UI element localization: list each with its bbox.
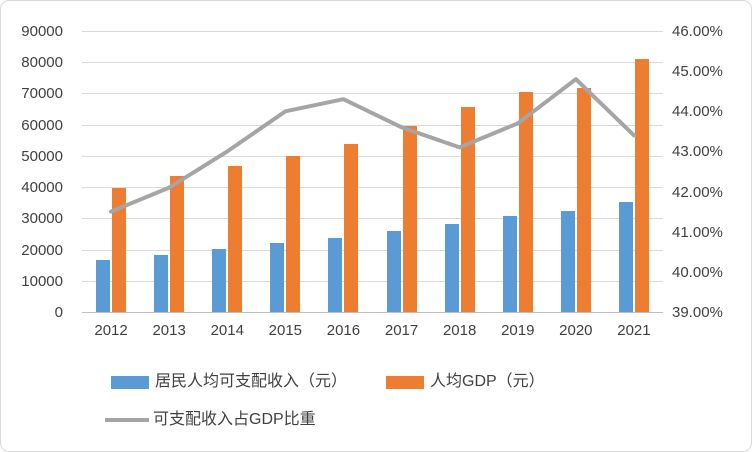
ratio-line [109, 77, 636, 214]
x-tick-label: 2012 [94, 322, 128, 339]
gridline [82, 124, 663, 126]
gridline [82, 249, 663, 251]
gridline [82, 62, 663, 64]
gridline [82, 280, 663, 282]
x-tick-label: 2021 [617, 322, 651, 339]
right-tick-label: 41.00% [672, 223, 723, 241]
bar-gdp [634, 59, 649, 312]
bar-income [444, 223, 459, 312]
gridline [82, 31, 663, 32]
bar-gdp [460, 107, 475, 312]
legend-item-gdp: 人均GDP（元） [386, 372, 545, 392]
right-tick-label: 42.00% [672, 183, 723, 201]
x-axis-line [82, 312, 663, 313]
x-tick-label: 2017 [384, 322, 419, 339]
ratio-legend-swatch [105, 418, 149, 422]
right-tick-label: 45.00% [672, 63, 723, 81]
bar-income [328, 237, 343, 312]
bar-income [386, 230, 401, 312]
x-tick-label: 2013 [152, 322, 186, 339]
x-tick-label: 2018 [442, 322, 477, 339]
bar-income [270, 243, 285, 312]
x-tick-label: 2019 [501, 322, 535, 339]
bar-gdp [286, 156, 301, 312]
x-tick-label: 2016 [326, 322, 361, 339]
ratio-legend-label: 可支配收入占GDP比重 [153, 411, 316, 428]
right-tick-label: 43.00% [672, 143, 723, 161]
left-tick-label: 80000 [21, 54, 63, 72]
left-tick-label: 30000 [21, 210, 63, 228]
left-tick-label: 50000 [21, 147, 63, 165]
bar-income [502, 216, 517, 312]
bar-gdp [228, 165, 243, 312]
bar-gdp [576, 87, 591, 312]
bar-income [154, 254, 169, 312]
gridline [82, 93, 663, 95]
right-tick-label: 39.00% [672, 304, 723, 321]
legend-item-income: 居民人均可支配收入（元） [111, 372, 347, 392]
gridline [82, 187, 663, 189]
bar-income [560, 211, 575, 312]
right-tick-label: 44.00% [672, 103, 723, 121]
left-tick-label: 90000 [21, 23, 63, 40]
left-tick-label: 10000 [21, 272, 63, 290]
income-legend-swatch [111, 375, 149, 389]
gdp-legend-label: 人均GDP（元） [430, 373, 545, 390]
bar-income [212, 249, 227, 312]
legend-item-ratio: 可支配收入占GDP比重 [105, 410, 316, 430]
gridline [82, 218, 663, 220]
bar-gdp [112, 187, 127, 312]
x-tick-label: 2020 [559, 322, 593, 339]
gridline [82, 155, 663, 157]
right-tick-label: 40.00% [672, 263, 723, 281]
bar-gdp [518, 92, 533, 312]
x-tick-label: 2014 [210, 322, 244, 339]
bar-gdp [344, 144, 359, 312]
left-tick-label: 40000 [21, 179, 63, 197]
bar-income [96, 260, 111, 312]
left-tick-label: 60000 [21, 116, 63, 134]
income-legend-label: 居民人均可支配收入（元） [155, 373, 348, 390]
left-tick-label: 20000 [21, 241, 63, 259]
left-tick-label: 0 [54, 304, 63, 321]
bar-gdp [170, 176, 185, 312]
bar-income [618, 202, 633, 312]
left-tick-label: 70000 [21, 85, 63, 103]
gdp-legend-swatch [386, 375, 424, 389]
right-tick-label: 46.00% [672, 23, 723, 40]
bar-gdp [402, 125, 417, 312]
x-tick-label: 2015 [268, 322, 303, 339]
